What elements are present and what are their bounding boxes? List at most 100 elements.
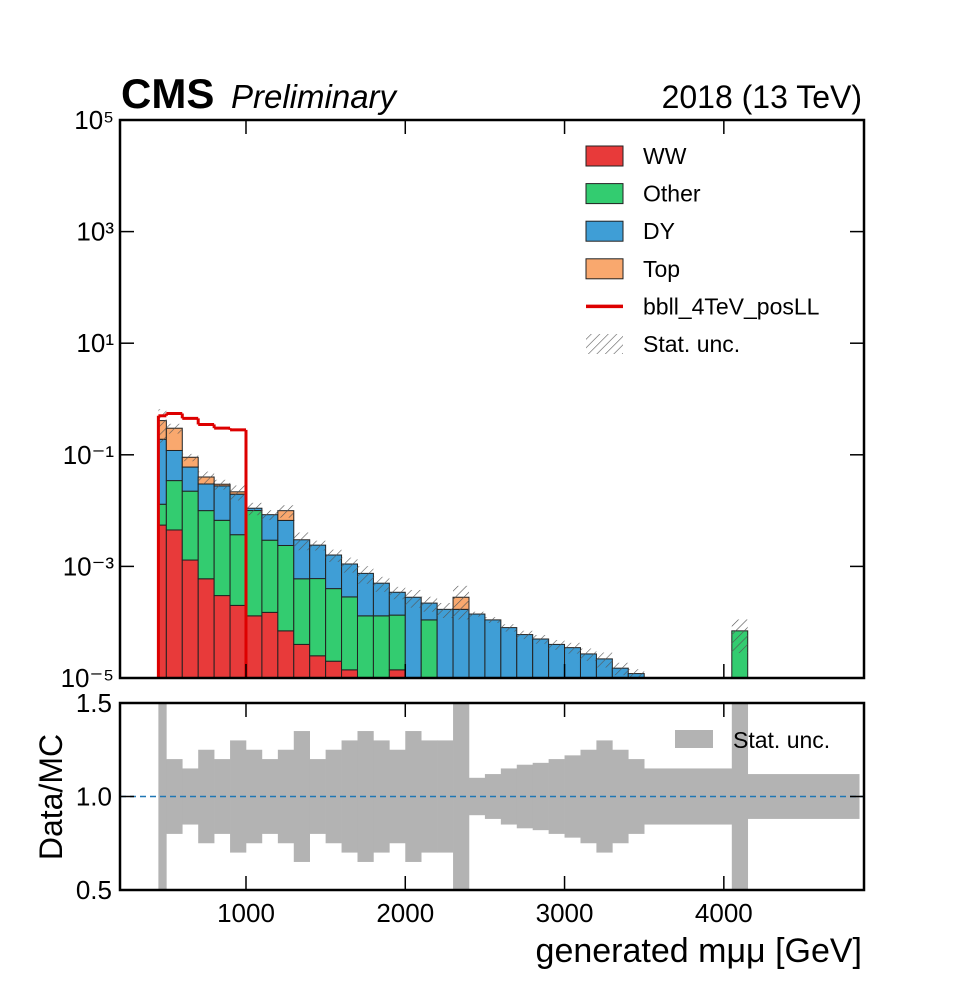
stat-unc-hatch bbox=[277, 505, 294, 518]
stat-unc-hatch bbox=[357, 566, 374, 584]
y-tick-label: 10⁻³ bbox=[63, 551, 115, 581]
stat-unc-hatch bbox=[214, 479, 231, 490]
stat-unc-hatch bbox=[596, 652, 613, 668]
stat-unc-hatch bbox=[548, 639, 565, 650]
stack-bar bbox=[484, 619, 502, 678]
stat-unc-hatch bbox=[405, 589, 422, 608]
stack-bar bbox=[165, 529, 183, 678]
stack-bar bbox=[261, 539, 279, 613]
stat-unc-hatch bbox=[158, 409, 167, 443]
ratio-frame bbox=[118, 701, 866, 892]
stack-bar bbox=[245, 510, 263, 617]
legend-swatch bbox=[675, 730, 713, 748]
x-tick-label: 3000 bbox=[536, 898, 594, 928]
stat-unc-hatch bbox=[230, 485, 246, 501]
stat-unc-hatch bbox=[612, 662, 629, 676]
stack-bar bbox=[372, 615, 390, 678]
stat-unc-hatch bbox=[293, 532, 310, 551]
stack-bar bbox=[197, 483, 215, 512]
stat-unc-hatch bbox=[325, 549, 342, 562]
stat-unc-hatch bbox=[580, 648, 597, 661]
stack-bar bbox=[229, 534, 247, 606]
stack-bar bbox=[213, 595, 231, 678]
stack-bar bbox=[309, 655, 327, 678]
stack-bar bbox=[468, 613, 486, 678]
stack-bar bbox=[261, 611, 279, 678]
stack-bar bbox=[293, 643, 311, 678]
stat-unc-hatch bbox=[421, 596, 438, 612]
stack-bar bbox=[181, 466, 199, 492]
stat-unc-band bbox=[580, 749, 597, 844]
stat-unc-hatch bbox=[500, 624, 517, 632]
lumi-label: 2018 (13 TeV) bbox=[662, 79, 862, 115]
stack-bar bbox=[420, 619, 438, 678]
stack-bar bbox=[436, 608, 454, 678]
stack-bar bbox=[181, 559, 199, 678]
stack-bar bbox=[181, 490, 199, 561]
stack-bar bbox=[197, 510, 215, 580]
stack-bar bbox=[213, 519, 231, 597]
stack-bar bbox=[213, 485, 231, 521]
stack-bar bbox=[277, 544, 295, 632]
stack-bar bbox=[325, 588, 343, 662]
stat-unc-hatch bbox=[532, 634, 549, 644]
stack-bar bbox=[341, 596, 358, 671]
y-tick-label: 10⁻⁵ bbox=[61, 663, 114, 693]
stat-unc-hatch bbox=[564, 642, 581, 654]
y-tick-label: 1.0 bbox=[76, 782, 112, 812]
main-plot-area bbox=[156, 409, 749, 678]
ratio-plot-area bbox=[120, 703, 864, 890]
stack-bar bbox=[356, 615, 374, 678]
stack-bar bbox=[500, 627, 518, 678]
stack-bar bbox=[245, 615, 263, 678]
x-tick-label: 1000 bbox=[217, 898, 275, 928]
stack-bar bbox=[309, 578, 327, 657]
stack-bar bbox=[165, 449, 183, 482]
stack-bar bbox=[165, 480, 183, 531]
stat-unc-band bbox=[309, 759, 326, 834]
y-tick-label: 10⁻¹ bbox=[63, 440, 115, 470]
stat-unc-band bbox=[468, 777, 486, 816]
y-tick-label: 1.5 bbox=[76, 688, 112, 718]
y-tick-label: 10³ bbox=[76, 217, 114, 247]
stat-unc-band bbox=[628, 759, 645, 834]
experiment-label: CMS bbox=[121, 70, 214, 117]
stat-unc-band bbox=[548, 759, 565, 834]
stack-bar bbox=[277, 630, 295, 678]
stat-unc-band bbox=[731, 703, 749, 890]
stat-unc-hatch bbox=[341, 557, 358, 573]
stack-bar bbox=[277, 519, 295, 546]
stat-unc-hatch bbox=[198, 471, 215, 484]
stack-bar bbox=[229, 604, 247, 678]
stat-unc-hatch bbox=[182, 453, 199, 462]
stat-unc-hatch bbox=[245, 502, 262, 516]
legend-label: Top bbox=[643, 256, 680, 282]
stat-unc-band bbox=[421, 740, 438, 853]
y-tick-label: 10¹ bbox=[76, 328, 114, 358]
legend-label: DY bbox=[643, 218, 675, 244]
x-tick-label: 2000 bbox=[376, 898, 434, 928]
legend-label: bbll_4TeV_posLL bbox=[643, 293, 820, 319]
stat-unc-hatch bbox=[516, 630, 533, 640]
stat-unc-hatch bbox=[309, 540, 326, 551]
legend-swatch bbox=[586, 334, 623, 354]
stack-bar bbox=[452, 608, 470, 678]
stack-bar bbox=[293, 578, 311, 645]
stack-bar bbox=[197, 578, 215, 678]
x-axis-label: generated mμμ [GeV] bbox=[536, 932, 862, 970]
stack-bar bbox=[532, 638, 550, 678]
legend-label: Other bbox=[643, 181, 701, 207]
y-axis-label: Data/MC bbox=[33, 734, 69, 860]
stat-unc-hatch bbox=[437, 602, 454, 618]
legend-label: Stat. unc. bbox=[643, 331, 740, 357]
stat-unc-hatch bbox=[389, 586, 406, 600]
stack-bar bbox=[516, 634, 534, 678]
main-frame bbox=[118, 118, 866, 680]
legend-swatch bbox=[585, 183, 624, 205]
stat-unc-band bbox=[644, 768, 733, 825]
status-label: Preliminary bbox=[231, 78, 399, 115]
stat-unc-hatch bbox=[166, 423, 183, 434]
stat-unc-hatch bbox=[484, 617, 501, 623]
stat-unc-hatch bbox=[731, 619, 748, 654]
